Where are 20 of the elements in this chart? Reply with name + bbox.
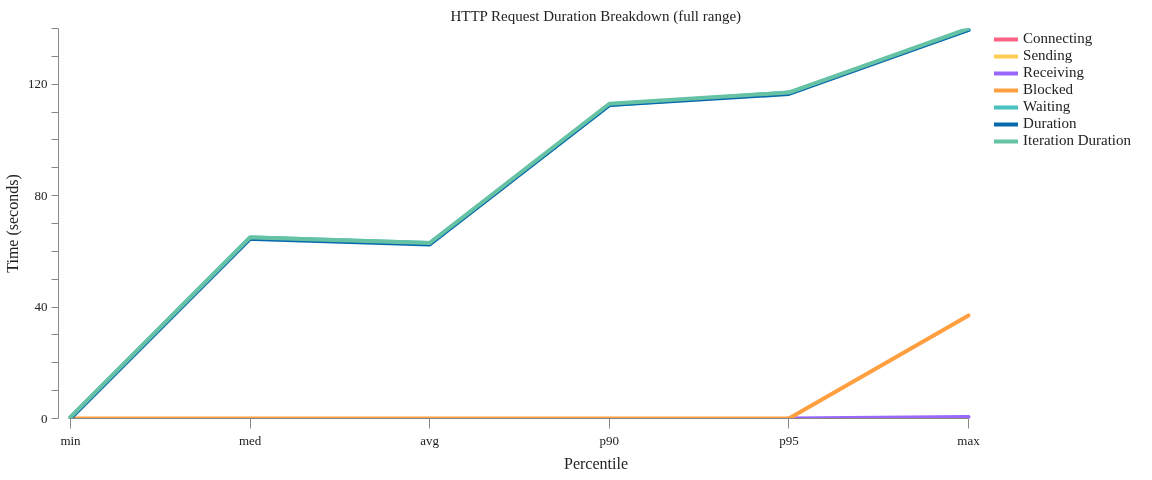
x-tick-label: avg: [420, 432, 440, 448]
legend-label: Waiting: [1023, 98, 1071, 115]
x-tick-label: p95: [779, 432, 799, 448]
legend-label: Sending: [1023, 47, 1073, 64]
y-tick-label: 120: [28, 76, 48, 92]
y-tick-label: 0: [41, 410, 48, 426]
legend-label: Connecting: [1023, 30, 1093, 47]
legend-label: Blocked: [1023, 81, 1074, 98]
x-tick-label: med: [238, 432, 262, 448]
x-tick-label: min: [60, 432, 82, 448]
x-axis-title: Percentile: [564, 454, 628, 472]
y-tick-label: 80: [34, 187, 48, 203]
y-tick-label: 40: [34, 299, 48, 315]
y-axis-title: Time (seconds): [4, 174, 22, 273]
x-tick-label: p90: [599, 432, 620, 448]
chart-title: HTTP Request Duration Breakdown (full range): [450, 7, 742, 25]
legend-label: Duration: [1023, 115, 1077, 132]
legend-label: Receiving: [1023, 64, 1084, 81]
x-tick-label: max: [957, 432, 981, 448]
legend-label: Iteration Duration: [1023, 132, 1131, 149]
